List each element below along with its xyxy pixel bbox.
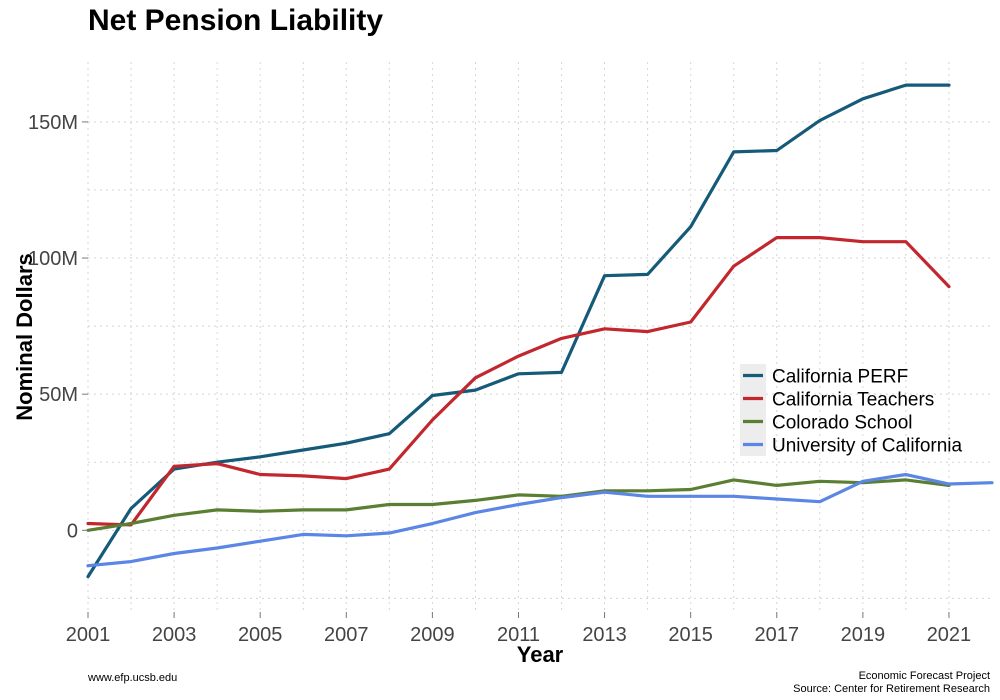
legend-label-1: California Teachers (772, 390, 934, 411)
y-axis-ticks: 0 50M 100M 150M (28, 112, 88, 542)
series-line-2 (86, 478, 951, 532)
footer-website: www.efp.ucsb.edu (87, 672, 177, 684)
series-line-3 (86, 472, 994, 568)
x-axis-ticks: 2001 2003 2005 2007 2009 2011 2013 2015 2017 2019… (66, 612, 971, 646)
x-tick-label: 2019 (841, 624, 886, 646)
series-group (86, 83, 994, 579)
series-line-1 (86, 236, 951, 527)
x-tick-label: 2005 (238, 624, 283, 646)
x-tick-label: 2021 (927, 624, 972, 646)
y-tick-label: 100M (28, 248, 78, 270)
x-tick-label: 2001 (66, 624, 111, 646)
legend-label-3: University of California (772, 436, 962, 457)
legend-label-0: California PERF (772, 367, 908, 388)
x-tick-label: 2003 (152, 624, 197, 646)
y-tick-label: 0 (67, 520, 78, 542)
x-tick-label: 2007 (324, 624, 369, 646)
y-tick-label: 50M (39, 384, 78, 406)
series-line-0 (86, 83, 951, 579)
x-tick-label: 2009 (410, 624, 455, 646)
footer-publisher: Economic Forecast Project (859, 670, 990, 682)
y-tick-label: 150M (28, 112, 78, 134)
legend-label-2: Colorado School (772, 413, 912, 434)
footer-source: Source: Center for Retirement Research (793, 683, 990, 695)
x-tick-label: 2013 (582, 624, 627, 646)
x-tick-label: 2017 (755, 624, 800, 646)
x-tick-label: 2011 (497, 624, 540, 646)
x-tick-label: 2015 (668, 624, 713, 646)
legend-key-background (740, 364, 766, 456)
grid (87, 62, 992, 612)
y-axis-label: Nominal Dollars (12, 253, 37, 420)
chart-title: Net Pension Liability (88, 4, 383, 37)
x-axis-label: Year (517, 642, 564, 667)
